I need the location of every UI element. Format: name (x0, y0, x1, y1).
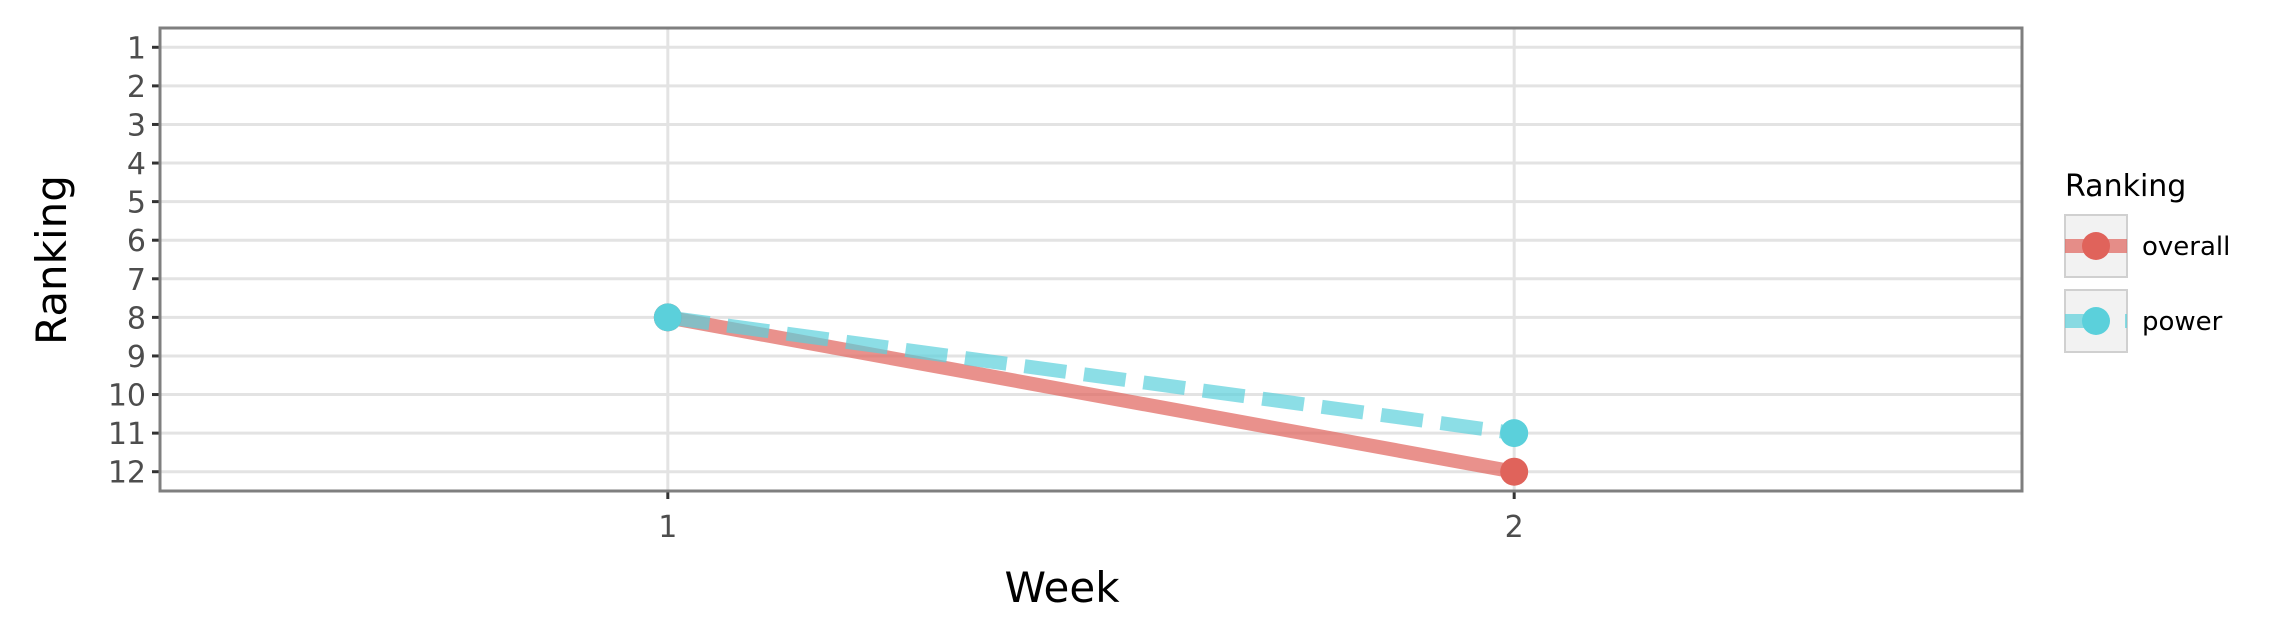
legend-item-overall: overall (2064, 214, 2230, 278)
y-tick-label: 10 (108, 379, 146, 414)
series-line-power (666, 310, 1516, 441)
legend-title: Ranking (2065, 169, 2186, 204)
grid-lines (160, 28, 2022, 491)
y-tick-label: 11 (108, 417, 146, 452)
y-tick-label: 7 (127, 263, 146, 298)
x-axis-title: Week (1004, 563, 1120, 612)
series-layer (653, 303, 1529, 486)
y-tick-label: 9 (127, 340, 146, 375)
data-point-power (1500, 419, 1529, 448)
y-tick-label: 4 (127, 147, 146, 182)
y-tick-label: 8 (127, 301, 146, 336)
data-point-power (653, 303, 682, 332)
plot-background (160, 28, 2022, 491)
y-tick-label: 6 (127, 224, 146, 259)
legend-label: power (2142, 307, 2223, 337)
data-point-overall (1500, 457, 1529, 486)
x-tick-label: 2 (1505, 510, 1524, 545)
legend-key-marker (2082, 307, 2110, 335)
legend-label: overall (2142, 232, 2230, 262)
y-tick-label: 5 (127, 186, 146, 221)
y-axis-title: Ranking (27, 175, 76, 345)
y-tick-label: 12 (108, 456, 146, 491)
x-tick-label: 1 (658, 510, 677, 545)
y-tick-label: 2 (127, 70, 146, 105)
legend-item-power: power (2064, 289, 2223, 353)
y-tick-label: 1 (127, 31, 146, 66)
legend: Ranking overall power (2064, 169, 2230, 353)
legend-key-marker (2082, 232, 2110, 260)
plot-frame (158, 26, 2024, 493)
y-tick-label: 3 (127, 108, 146, 143)
